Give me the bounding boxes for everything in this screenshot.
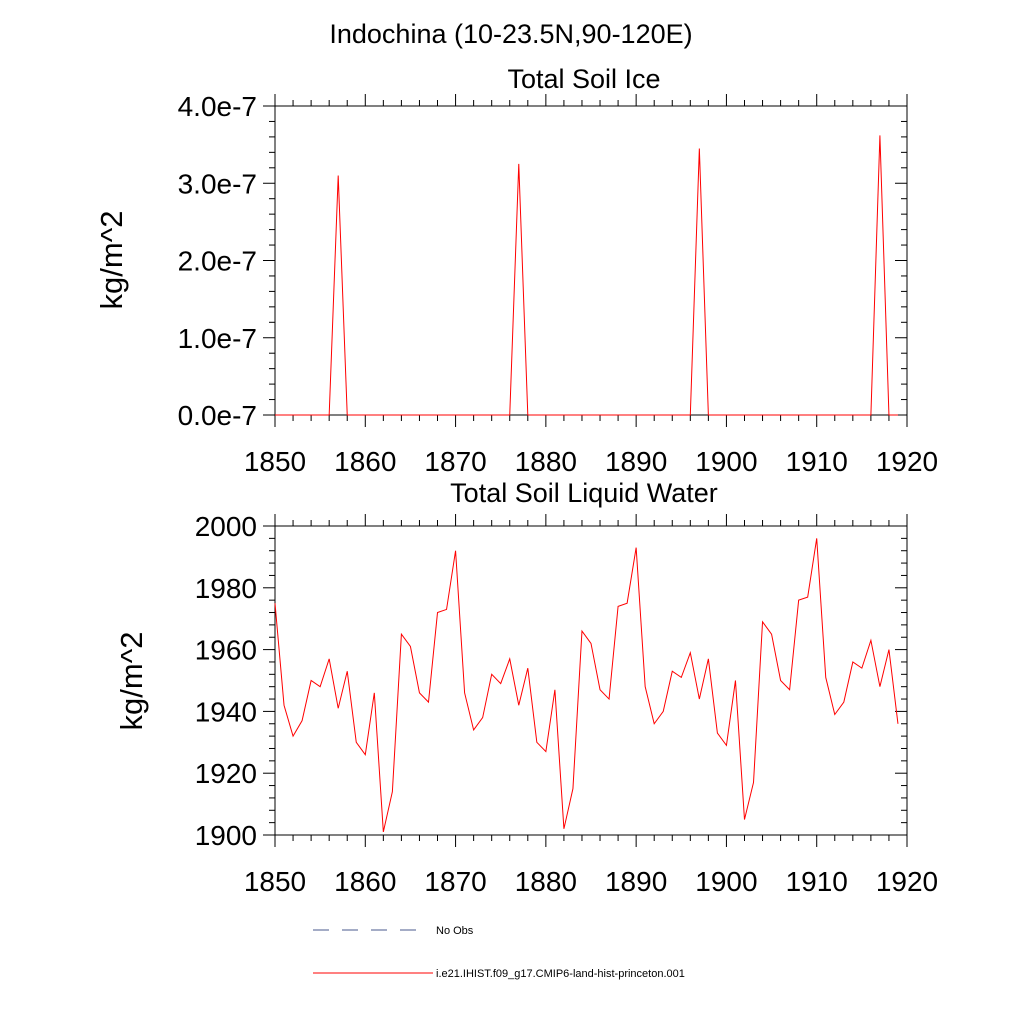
- x-tick-label: 1890: [605, 446, 667, 477]
- plot-frame-soil-ice: [274, 105, 908, 416]
- y-tick-label: 1960: [195, 635, 257, 666]
- y-tick-label: 1.0e-7: [178, 323, 257, 354]
- region-title: Indochina (10-23.5N,90-120E): [329, 19, 692, 49]
- y-tick-label: 1940: [195, 696, 257, 727]
- x-tick-label: 1910: [786, 446, 848, 477]
- legend-label-model-run: i.e21.IHIST.f09_g17.CMIP6-land-hist-prin…: [436, 968, 685, 980]
- x-tick-label: 1880: [515, 866, 577, 897]
- y-tick-label: 1980: [195, 573, 257, 604]
- y-tick-label: 1920: [195, 758, 257, 789]
- panel-title-soil-liquid-water: Total Soil Liquid Water: [450, 478, 718, 508]
- series-line: [275, 135, 898, 416]
- y-tick-label: 3.0e-7: [178, 168, 257, 199]
- plot-frame-soil-liquid-water: [274, 525, 908, 836]
- x-tick-label: 1850: [244, 446, 306, 477]
- axes-soil-liquid-water: 1850 1860 1870 1880 1890 1900 1910 1920 1900 1920…: [195, 511, 938, 897]
- y-tick-label: 2000: [195, 511, 257, 542]
- panel-soil-ice: Total Soil Ice kg/m^2 1850 1860 1870 1880 18…: [94, 64, 938, 477]
- x-tick-label: 1860: [334, 866, 396, 897]
- y-axis-label-soil-liquid-water: kg/m^2: [114, 632, 149, 731]
- y-axis-label-soil-ice: kg/m^2: [94, 211, 129, 310]
- panel-soil-liquid-water: Total Soil Liquid Water kg/m^2 1850 1860 1…: [114, 478, 938, 897]
- x-tick-label: 1890: [605, 866, 667, 897]
- legend-label-no-obs: No Obs: [436, 925, 474, 937]
- series-group-soil-liquid-water: [274, 538, 899, 833]
- panel-title-soil-ice: Total Soil Ice: [507, 64, 660, 94]
- series-group-soil-ice: [275, 135, 898, 416]
- axes-soil-ice: 1850 1860 1870 1880 1890 1900 1910 1920 0.0e-7 1.…: [178, 91, 939, 477]
- x-tick-label: 1920: [876, 866, 938, 897]
- x-tick-label: 1870: [424, 866, 486, 897]
- y-tick-label: 4.0e-7: [178, 91, 257, 122]
- legend: No Obs i.e21.IHIST.f09_g17.CMIP6-land-hi…: [313, 925, 685, 980]
- x-tick-label: 1860: [334, 446, 396, 477]
- y-tick-label: 1900: [195, 820, 257, 851]
- series-line: [274, 538, 899, 833]
- x-tick-label: 1900: [695, 446, 757, 477]
- x-tick-label: 1920: [876, 446, 938, 477]
- y-tick-label: 2.0e-7: [178, 246, 257, 277]
- x-tick-label: 1870: [424, 446, 486, 477]
- x-tick-label: 1910: [786, 866, 848, 897]
- x-tick-label: 1880: [515, 446, 577, 477]
- y-tick-label: 0.0e-7: [178, 400, 257, 431]
- x-tick-label: 1900: [695, 866, 757, 897]
- x-tick-label: 1850: [244, 866, 306, 897]
